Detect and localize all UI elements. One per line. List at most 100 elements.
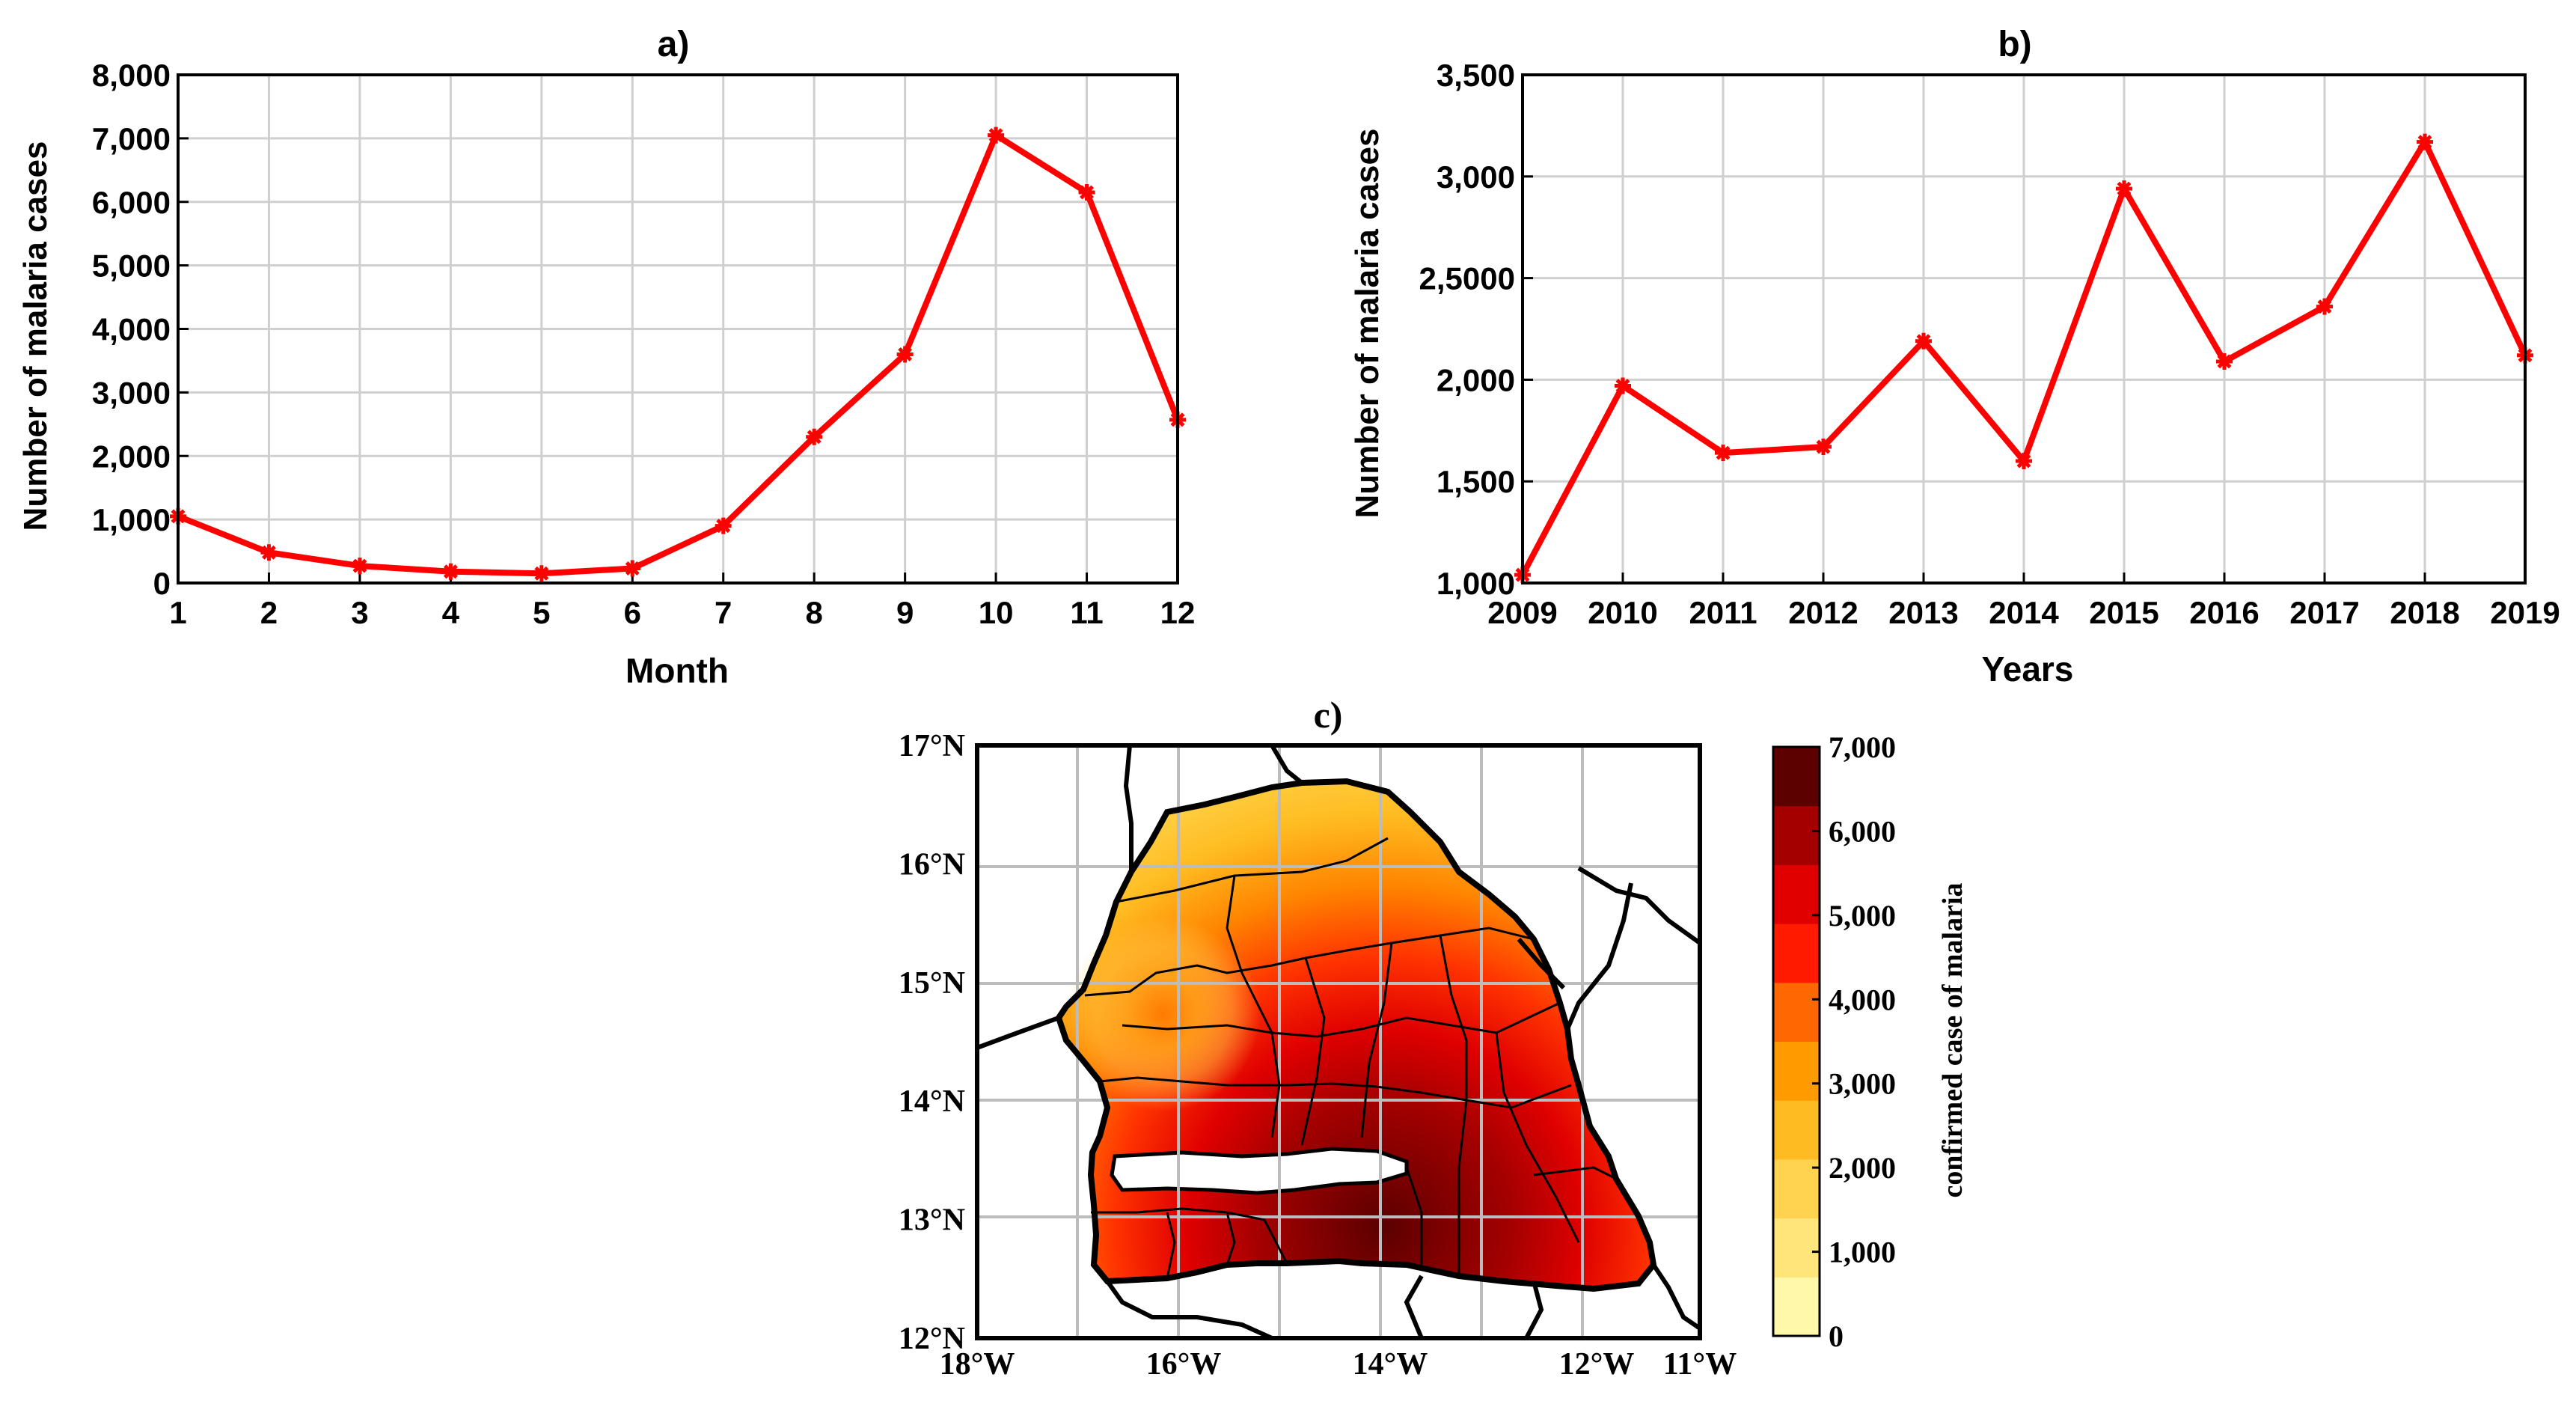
hotspot-west	[1066, 917, 1261, 1111]
colorbar-segment	[1773, 1218, 1820, 1278]
data-point-marker	[988, 126, 1005, 144]
map-y-tick-label: 16°N	[899, 847, 965, 882]
y-tick-label: 0	[153, 566, 171, 601]
region-borders	[1084, 837, 1617, 1279]
data-point-marker	[2417, 133, 2433, 150]
x-tick-label: 4	[442, 595, 460, 630]
x-tick-label: 2013	[1888, 595, 1958, 630]
colorbar-segment	[1773, 982, 1820, 1042]
x-tick-label: 9	[896, 595, 914, 630]
data-point-marker	[2116, 180, 2132, 198]
panel-c-map: c) 18°W 16°W 14°W 12°W 11°W 12°N 13°N 14°N 15°N…	[899, 694, 1968, 1382]
map-y-tick-label: 13°N	[899, 1203, 965, 1238]
panel-b-xlabel: Years	[1982, 650, 2074, 689]
map-frame	[975, 743, 1702, 1340]
map-y-tick-label: 14°N	[899, 1084, 965, 1119]
panel-b-ylabel: Number of malaria cases	[1349, 129, 1386, 519]
panel-a-title: a)	[658, 25, 690, 64]
colorbar-segment	[1773, 924, 1820, 983]
map-x-tick-label: 16°W	[1146, 1347, 1222, 1382]
data-point-marker	[2216, 352, 2233, 370]
map-x-tick-label: 18°W	[940, 1347, 1015, 1382]
data-point-marker	[806, 428, 823, 445]
gambia-river-gap	[1110, 1147, 1409, 1195]
panel-b-title: b)	[1998, 25, 2031, 64]
panel-a-plot-frame	[177, 73, 1179, 584]
x-tick-label: 6	[624, 595, 641, 630]
map-y-tick-label: 17°N	[899, 729, 965, 763]
y-tick-label: 1,500	[1437, 464, 1515, 499]
data-point-marker	[442, 563, 459, 580]
x-tick-label: 2015	[2089, 595, 2159, 630]
y-tick-label: 3,000	[92, 375, 171, 410]
series-line	[177, 132, 1181, 577]
data-point-marker	[896, 346, 914, 363]
y-tick-label: 5,000	[92, 248, 171, 284]
map-y-tick-label: 15°N	[899, 966, 965, 1001]
x-tick-label: 5	[533, 595, 550, 630]
y-tick-label: 3,500	[1437, 58, 1515, 93]
panel-c-title: c)	[1314, 694, 1343, 736]
data-point-marker	[715, 517, 732, 534]
data-point-marker	[2016, 453, 2032, 470]
colorbar-tick-label: 5,000	[1829, 899, 1896, 933]
x-tick-label: 2010	[1588, 595, 1657, 630]
colorbar-tick-label: 4,000	[1829, 983, 1896, 1016]
data-point-marker	[1915, 332, 1932, 350]
colorbar-segment	[1773, 747, 1820, 807]
colorbar-segment	[1773, 864, 1820, 924]
panel-a-xlabel: Month	[625, 651, 729, 690]
panel-b-plot-frame	[1521, 73, 2527, 584]
colorbar-segment	[1773, 1041, 1820, 1101]
panel-b-year-chart: b) 1,000 1,500 2,000 2,5000 3,000 3,500 2009 2…	[1349, 25, 2560, 689]
x-tick-label: 3	[351, 595, 368, 630]
x-tick-label: 7	[715, 595, 732, 630]
data-point-marker	[1715, 445, 1731, 462]
x-tick-label: 2017	[2289, 595, 2359, 630]
map-x-tick-label: 11°W	[1663, 1347, 1737, 1382]
data-point-marker	[2316, 298, 2333, 315]
x-tick-label: 2018	[2390, 595, 2459, 630]
colorbar-segment	[1773, 1159, 1820, 1219]
colorbar-tick-label: 7,000	[1829, 730, 1896, 764]
y-tick-label: 2,000	[92, 439, 171, 474]
data-point-marker	[351, 558, 368, 575]
country-outline	[1055, 778, 1657, 1292]
y-tick-label: 3,000	[1437, 159, 1515, 195]
x-tick-label: 10	[979, 595, 1014, 630]
colorbar-segment	[1773, 1277, 1820, 1337]
x-tick-label: 8	[806, 595, 823, 630]
colorbar-label: confirmed case of malaria	[1937, 882, 1968, 1197]
data-point-marker	[624, 560, 641, 577]
neighbour-borders	[977, 745, 1700, 1338]
panel-a-ylabel: Number of malaria cases	[17, 141, 54, 531]
y-tick-label: 1,000	[1437, 566, 1515, 601]
y-tick-label: 2,000	[1437, 362, 1515, 397]
data-point-marker	[1815, 439, 1832, 456]
colorbar-tick-label: 1,000	[1829, 1236, 1896, 1269]
x-tick-label: 1	[169, 595, 186, 630]
x-tick-label: 2009	[1487, 595, 1557, 630]
x-tick-label: 2	[260, 595, 278, 630]
map-x-tick-label: 12°W	[1559, 1347, 1635, 1382]
panel-a-month-chart: a) 0 1,000 2,000 3,000 4,000 5,000 6,000 7,000 8…	[17, 25, 1195, 690]
data-point-marker	[1615, 377, 1631, 394]
x-tick-label: 12	[1160, 595, 1196, 630]
x-tick-label: 11	[1070, 595, 1103, 630]
y-tick-label: 8,000	[92, 58, 171, 93]
colorbar-tick-label: 3,000	[1829, 1067, 1896, 1101]
data-point-marker	[260, 544, 278, 561]
x-tick-label: 2012	[1788, 595, 1858, 630]
data-point-marker	[1078, 184, 1095, 201]
data-point-marker	[533, 565, 550, 582]
colorbar-tick-label: 2,000	[1829, 1151, 1896, 1185]
y-tick-label: 1,000	[92, 502, 171, 537]
y-tick-label: 6,000	[92, 185, 171, 220]
colorbar-tick-label: 6,000	[1829, 814, 1896, 848]
map-x-tick-label: 14°W	[1353, 1347, 1428, 1382]
colorbar-frame	[1772, 745, 1821, 1337]
x-tick-label: 2014	[1989, 595, 2059, 630]
colorbar-segment	[1773, 1100, 1820, 1160]
map-y-tick-label: 12°N	[899, 1322, 965, 1356]
